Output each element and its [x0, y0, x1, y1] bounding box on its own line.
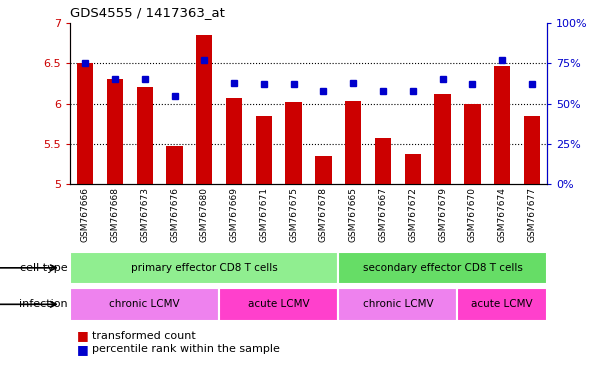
- Bar: [226, 98, 243, 184]
- Bar: [524, 116, 540, 184]
- Bar: [70, 288, 219, 321]
- Bar: [166, 146, 183, 184]
- Bar: [70, 252, 338, 284]
- Bar: [107, 79, 123, 184]
- Bar: [338, 288, 458, 321]
- Bar: [255, 116, 272, 184]
- Text: percentile rank within the sample: percentile rank within the sample: [92, 344, 279, 354]
- Bar: [77, 63, 93, 184]
- Bar: [136, 87, 153, 184]
- Bar: [219, 288, 338, 321]
- Bar: [375, 137, 391, 184]
- Text: infection: infection: [18, 299, 67, 310]
- Bar: [458, 288, 547, 321]
- Text: chronic LCMV: chronic LCMV: [362, 299, 433, 310]
- Bar: [464, 104, 481, 184]
- Bar: [434, 94, 451, 184]
- Text: transformed count: transformed count: [92, 331, 196, 341]
- Bar: [315, 156, 332, 184]
- Text: ■: ■: [76, 343, 88, 356]
- Bar: [404, 154, 421, 184]
- Text: secondary effector CD8 T cells: secondary effector CD8 T cells: [363, 263, 522, 273]
- Bar: [196, 35, 213, 184]
- Text: acute LCMV: acute LCMV: [248, 299, 310, 310]
- Bar: [338, 252, 547, 284]
- Bar: [285, 102, 302, 184]
- Text: primary effector CD8 T cells: primary effector CD8 T cells: [131, 263, 277, 273]
- Text: cell type: cell type: [20, 263, 67, 273]
- Bar: [345, 101, 362, 184]
- Bar: [494, 66, 510, 184]
- Text: chronic LCMV: chronic LCMV: [109, 299, 180, 310]
- Text: acute LCMV: acute LCMV: [471, 299, 533, 310]
- Text: ■: ■: [76, 329, 88, 343]
- Text: GDS4555 / 1417363_at: GDS4555 / 1417363_at: [70, 6, 225, 19]
